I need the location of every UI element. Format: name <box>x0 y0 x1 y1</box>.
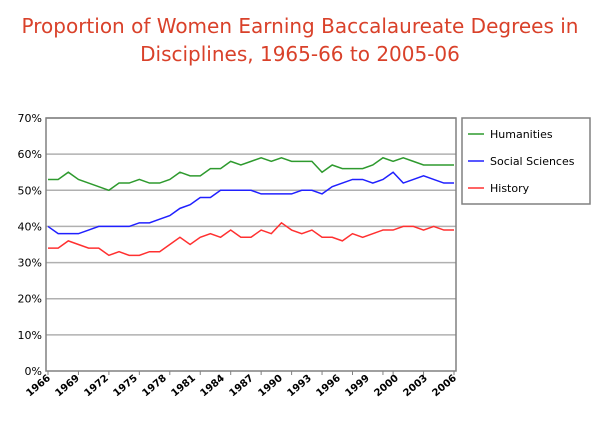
y-tick-label: 30% <box>18 257 42 270</box>
y-tick-label: 50% <box>18 184 42 197</box>
x-tick-label: 1969 <box>54 373 82 399</box>
x-tick-label: 1972 <box>83 373 111 399</box>
y-tick-label: 40% <box>18 220 42 233</box>
chart-title-line-2: Disciplines, 1965-66 to 2005-06 <box>140 42 460 66</box>
y-tick-label: 0% <box>25 365 42 378</box>
x-tick-label: 1999 <box>344 373 372 399</box>
y-tick-label: 70% <box>18 112 42 125</box>
series-line-humanities <box>48 156 454 192</box>
x-tick-label: 1987 <box>228 373 256 399</box>
x-tick-label: 1975 <box>112 373 140 399</box>
legend-label: Social Sciences <box>490 155 575 168</box>
legend-label: History <box>490 182 530 195</box>
x-tick-label: 2006 <box>431 373 459 399</box>
x-tick-label: 2000 <box>373 373 401 399</box>
series-line-social-sciences <box>47 171 454 235</box>
x-tick-label: 1996 <box>315 373 343 399</box>
chart-title-line-1: Proportion of Women Earning Baccalaureat… <box>21 14 579 38</box>
y-tick-label: 20% <box>18 293 42 306</box>
legend-label: Humanities <box>490 128 553 141</box>
series-line-history <box>48 221 454 257</box>
x-tick-label: 1978 <box>141 373 169 399</box>
x-tick-label: 1990 <box>257 373 285 399</box>
x-tick-label: 1981 <box>170 373 198 399</box>
plot-area <box>45 117 457 372</box>
x-tick-label: 1984 <box>199 373 227 399</box>
y-tick-label: 10% <box>18 329 42 342</box>
y-tick-label: 60% <box>18 148 42 161</box>
chart-title: Proportion of Women Earning Baccalaureat… <box>0 12 600 68</box>
x-tick-label: 1993 <box>286 373 314 399</box>
x-tick-label: 2003 <box>402 373 430 399</box>
